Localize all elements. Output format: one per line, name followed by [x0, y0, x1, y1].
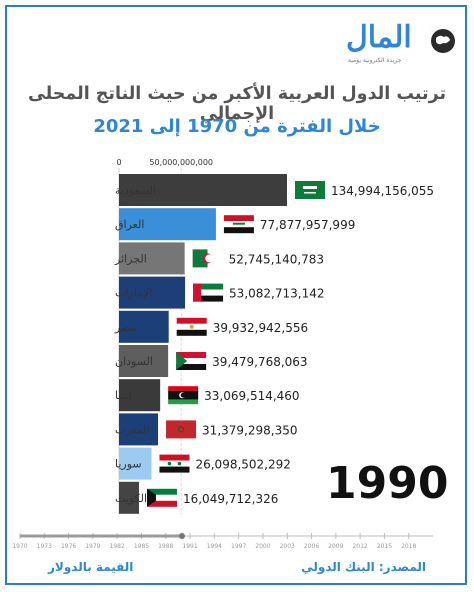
timeline-tick-label: 2015: [377, 543, 392, 550]
timeline-progress: [20, 534, 182, 538]
logo-text: المال: [346, 20, 412, 55]
unit-note: القيمة بالدولار: [48, 560, 134, 574]
timeline-tick-label: 2000: [255, 543, 270, 550]
timeline-tick-label: 1985: [134, 543, 149, 550]
value-label: 52,745,140,783: [229, 252, 324, 266]
value-label: 39,479,768,063: [212, 355, 307, 369]
bar-egypt: [119, 310, 169, 343]
logo: المال جريدة الكترونية يومية: [346, 20, 456, 64]
value-label: 31,379,298,350: [202, 423, 297, 437]
timeline-tick-label: 1976: [61, 543, 76, 550]
value-label: 33,069,514,460: [204, 389, 299, 403]
timeline-tick-label: 1988: [158, 543, 173, 550]
value-label: 26,098,502,292: [195, 458, 290, 472]
timeline-tick-label: 2003: [280, 543, 295, 550]
sudan-flag-icon: [176, 352, 207, 370]
timeline-tick-label: 1982: [110, 543, 125, 550]
bar-morocco: [119, 413, 159, 446]
iraq-flag-icon: [223, 215, 254, 234]
bar-sudan: [119, 345, 169, 377]
timeline-tick-label: 1970: [12, 543, 27, 550]
timeline-tick-label: 1997: [231, 543, 246, 550]
timeline-marker: [178, 533, 185, 539]
bar-saudi-arabia: [119, 174, 287, 206]
category-label: الكويت: [115, 492, 147, 505]
bar-uae: [119, 276, 186, 309]
category-label: مصر: [114, 321, 137, 334]
kuwait-flag-icon: [146, 488, 177, 507]
category-label: السودان: [115, 355, 153, 368]
timeline-tick-label: 1994: [207, 543, 222, 550]
category-label: ليبيا: [115, 389, 132, 402]
value-label: 16,049,712,326: [183, 492, 278, 506]
category-label: المغرب: [115, 423, 150, 436]
value-label: 39,932,942,556: [213, 321, 308, 335]
category-label: سوريا: [115, 458, 142, 471]
category-label: السعودية: [115, 184, 156, 197]
value-label: 53,082,713,142: [229, 287, 324, 301]
bar-algeria: [119, 242, 185, 275]
saudi-arabia-flag-icon: [295, 181, 325, 199]
value-label: 77,877,957,999: [260, 218, 355, 232]
timeline-tick-label: 2009: [328, 543, 343, 550]
x-tick-label: 50,000,000,000: [149, 158, 213, 167]
bar-iraq: [119, 208, 216, 241]
category-label: الإمارات: [115, 287, 152, 300]
chart-subtitle: خلال الفترة من 1970 إلى 2021: [93, 116, 381, 137]
bar-libya: [119, 379, 161, 412]
globe-logo-icon: [431, 29, 455, 53]
morocco-flag-icon: [166, 420, 197, 439]
timeline-tick-label: 2006: [304, 543, 319, 550]
syria-flag-icon: [159, 454, 190, 473]
category-label: العراق: [115, 218, 144, 231]
timeline-tick-label: 1973: [37, 543, 52, 550]
timeline-tick-label: 2018: [401, 543, 416, 550]
current-year-label: 1990: [326, 458, 449, 509]
bar-syria: [119, 447, 152, 480]
source-note: المصدر: البنك الدولي: [301, 560, 426, 574]
bar-kuwait: [119, 481, 139, 514]
algeria-flag-icon: [192, 249, 223, 268]
egypt-flag-icon: [176, 317, 207, 336]
uae-flag-icon: [193, 283, 224, 302]
value-label: 134,994,156,055: [331, 184, 434, 198]
page-frame: [5, 5, 467, 585]
chart-title: ترتيب الدول العربية الأكبر من حيث الناتج…: [27, 84, 447, 124]
timeline-tick-label: 2012: [352, 543, 367, 550]
logo-tagline: جريدة الكترونية يومية: [348, 57, 402, 64]
timeline-tick-label: 1979: [85, 543, 100, 550]
libya-flag-icon: [168, 386, 199, 405]
timeline-tick-label: 1991: [182, 543, 197, 550]
category-label: الجزائر: [114, 252, 147, 265]
x-tick-label: 0: [116, 158, 121, 167]
